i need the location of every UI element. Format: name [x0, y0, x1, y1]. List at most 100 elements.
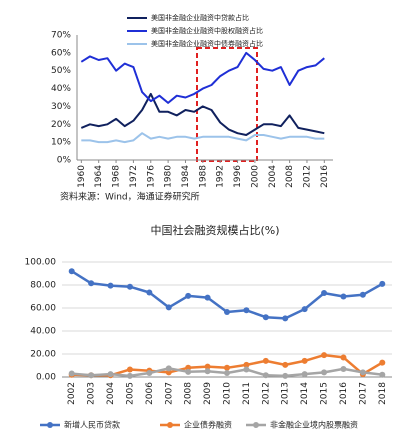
point — [340, 293, 347, 300]
series-line — [81, 132, 325, 144]
x-tick-label: 2016 — [320, 165, 330, 188]
x-tick-label: 2002 — [67, 382, 77, 405]
legend-marker — [167, 422, 173, 428]
x-tick-label: 2012 — [261, 382, 271, 405]
x-tick-label: 2008 — [184, 382, 194, 405]
y-tick-label: 30% — [51, 102, 71, 112]
point — [282, 372, 289, 379]
legend-label: 非金融企业境内股票融资 — [270, 420, 358, 430]
point — [262, 372, 269, 379]
point — [379, 359, 386, 366]
point — [321, 369, 328, 376]
point — [185, 368, 192, 375]
point — [107, 371, 114, 378]
point — [301, 306, 308, 313]
point — [359, 369, 366, 376]
x-tick-label: 2009 — [203, 382, 213, 405]
point — [204, 368, 211, 375]
y-tick-label: 20.00 — [30, 350, 56, 360]
source-note: 资料来源：Wind，海通证券研究所 — [60, 191, 200, 203]
x-tick-label: 2005 — [125, 382, 135, 405]
y-tick-label: 0% — [57, 156, 72, 166]
y-tick-label: 60% — [51, 48, 71, 58]
x-tick-label: 2015 — [320, 382, 330, 405]
x-tick-label: 2004 — [268, 165, 278, 188]
x-tick-label: 1984 — [181, 165, 191, 188]
point — [359, 291, 366, 298]
x-tick-label: 1976 — [146, 165, 156, 188]
x-tick-label: 2006 — [145, 382, 155, 405]
x-tick-label: 1996 — [233, 165, 243, 188]
x-tick-label: 2011 — [242, 382, 252, 405]
x-tick-label: 2004 — [106, 382, 116, 405]
point — [262, 357, 269, 364]
point — [379, 280, 386, 287]
legend-marker — [253, 422, 259, 428]
point — [204, 294, 211, 301]
point — [321, 290, 328, 297]
point — [88, 372, 95, 379]
point — [107, 282, 114, 289]
y-tick-label: 40.00 — [30, 327, 56, 337]
x-tick-label: 1968 — [112, 165, 122, 188]
point — [146, 289, 153, 296]
point — [68, 370, 75, 377]
series-line — [80, 92, 325, 136]
y-tick-label: 80.00 — [30, 281, 56, 291]
point — [224, 364, 230, 371]
legend-label: 美国非金融企业融资中股权融资占比 — [151, 26, 263, 35]
point — [165, 365, 172, 372]
point — [321, 352, 328, 359]
point — [340, 365, 347, 372]
legend-label: 美国非金融企业融资中债券融资占比 — [151, 39, 263, 48]
point — [126, 366, 133, 373]
x-tick-label: 1960 — [77, 165, 87, 188]
point — [68, 268, 75, 275]
y-tick-label: 40% — [51, 84, 71, 94]
point — [224, 369, 230, 376]
y-tick-label: 10% — [51, 138, 71, 148]
x-tick-label: 2003 — [87, 382, 97, 405]
point — [379, 371, 386, 378]
y-tick-label: 70% — [51, 31, 71, 41]
point — [340, 354, 347, 361]
x-tick-label: 2012 — [302, 165, 312, 188]
x-tick-label: 2010 — [223, 382, 233, 405]
series-line — [80, 51, 325, 104]
x-tick-label: 2008 — [285, 165, 295, 188]
legend-label: 新增人民币贷款 — [64, 420, 120, 430]
legend-label: 美国非金融企业融资中贷款占比 — [151, 13, 249, 22]
point — [126, 372, 133, 379]
legend-marker — [47, 422, 53, 428]
y-tick-label: 50% — [51, 66, 71, 76]
y-tick-label: 20% — [51, 120, 71, 130]
x-tick-label: 2014 — [300, 382, 310, 405]
y-tick-label: 60.00 — [30, 304, 56, 314]
point — [88, 280, 95, 287]
highlight-box — [196, 47, 258, 162]
x-tick-label: 2013 — [281, 382, 291, 405]
x-tick-label: 2000 — [250, 165, 260, 188]
x-tick-label: 2018 — [378, 382, 388, 405]
point — [301, 357, 308, 364]
x-tick-label: 1980 — [164, 165, 174, 188]
point — [262, 314, 269, 321]
point — [301, 371, 308, 378]
point — [185, 292, 192, 299]
point — [243, 366, 250, 373]
point — [282, 361, 289, 368]
point — [146, 369, 153, 376]
point — [165, 304, 172, 311]
point — [243, 361, 250, 368]
point — [224, 309, 230, 316]
x-tick-label: 1964 — [94, 165, 104, 188]
x-tick-label: 1972 — [129, 165, 139, 188]
point — [282, 315, 289, 322]
x-tick-label: 1992 — [216, 165, 226, 188]
chart-title: 中国社会融资规模占比(%) — [150, 223, 279, 237]
y-tick-label: 100.00 — [25, 258, 57, 268]
x-tick-label: 2017 — [358, 382, 368, 405]
x-tick-label: 2007 — [164, 382, 174, 405]
legend-label: 企业债券融资 — [184, 420, 232, 430]
